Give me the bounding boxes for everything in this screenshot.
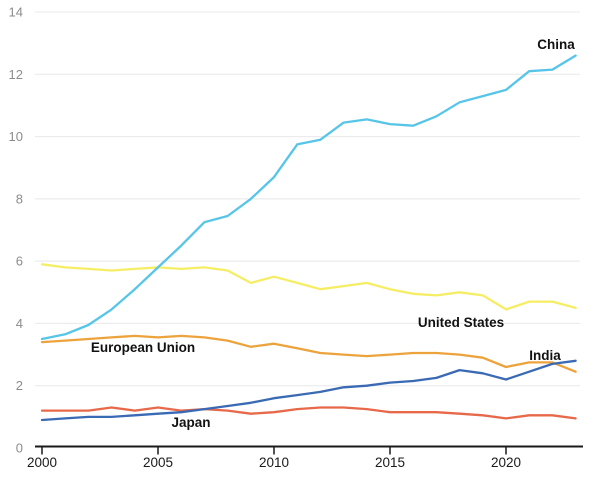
y-tick-label: 6 [16, 254, 23, 269]
y-tick-label: 2 [16, 378, 23, 393]
y-tick-label: 8 [16, 191, 23, 206]
x-tick-label: 2005 [143, 455, 173, 470]
x-tick-label: 2020 [491, 455, 521, 470]
series-line-china [40, 54, 577, 341]
x-tick-label: 2015 [375, 455, 405, 470]
y-tick-label: 14 [9, 5, 23, 20]
series-label-india: India [529, 348, 561, 363]
y-tick-label: 0 [16, 441, 23, 456]
series-label-european-union: European Union [91, 340, 195, 355]
series-line-japan [40, 406, 577, 420]
series-label-united-states: United States [418, 315, 504, 330]
y-tick-label: 4 [16, 316, 23, 331]
x-tick-label: 2000 [27, 455, 57, 470]
y-tick-label: 12 [9, 67, 23, 82]
series-line-european-union [40, 334, 577, 373]
x-tick-label: 2010 [259, 455, 289, 470]
series-label-japan: Japan [171, 415, 210, 430]
y-tick-label: 10 [9, 129, 23, 144]
series-label-china: China [537, 37, 575, 52]
series-line-united-states [40, 263, 577, 311]
series-line-india [40, 359, 577, 422]
